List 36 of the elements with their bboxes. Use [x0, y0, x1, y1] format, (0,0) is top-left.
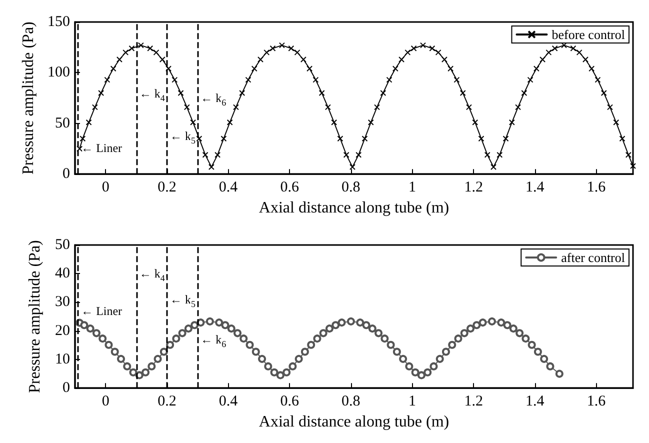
ref-line-label: ← Liner	[81, 304, 122, 318]
y-tick-label: 50	[55, 115, 70, 132]
y-tick-label: 150	[48, 14, 70, 30]
x-tick-label: 1.6	[586, 180, 606, 196]
x-tick-label: 0	[102, 180, 110, 196]
x-tick-label: 0	[102, 394, 110, 410]
x-tick-label: 0.4	[218, 180, 238, 196]
x-tick-label: 1.4	[526, 180, 545, 196]
x-tick-label: 0.8	[342, 394, 360, 410]
legend-label: before control	[552, 27, 626, 42]
x-tick-label: 0.8	[342, 180, 360, 196]
y-tick-label: 10	[55, 351, 70, 368]
x-tick-label: 1	[408, 394, 416, 410]
x-tick-label: 1.2	[464, 180, 483, 196]
y-tick-label: 30	[55, 294, 70, 310]
x-tick-label: 0.6	[280, 394, 300, 410]
x-tick-label: 1.4	[526, 394, 545, 410]
x-tick-label: 0.4	[218, 394, 238, 410]
x-axis-title: Axial distance along tube (m)	[258, 200, 450, 216]
x-tick-label: 1.2	[464, 394, 483, 410]
y-tick-label: 100	[48, 64, 70, 81]
ref-line-label: ← Liner	[81, 141, 122, 156]
y-axis-title: Pressure amplitude (Pa)	[20, 22, 38, 174]
x-tick-label: 1	[408, 180, 416, 196]
x-tick-label: 0.6	[280, 180, 300, 196]
y-tick-label: 0	[62, 166, 70, 182]
y-tick-label: 50	[55, 237, 70, 253]
x-axis-title: Axial distance along tube (m)	[258, 414, 450, 430]
y-tick-label: 20	[55, 322, 70, 339]
legend-label: after control	[561, 250, 626, 265]
x-tick-label: 0.2	[158, 394, 176, 410]
y-axis-title: Pressure amplitude (Pa)	[26, 240, 44, 393]
y-tick-label: 40	[55, 266, 70, 282]
x-tick-label: 0.2	[158, 180, 176, 196]
y-tick-label: 0	[62, 380, 70, 396]
x-tick-label: 1.6	[586, 394, 606, 410]
